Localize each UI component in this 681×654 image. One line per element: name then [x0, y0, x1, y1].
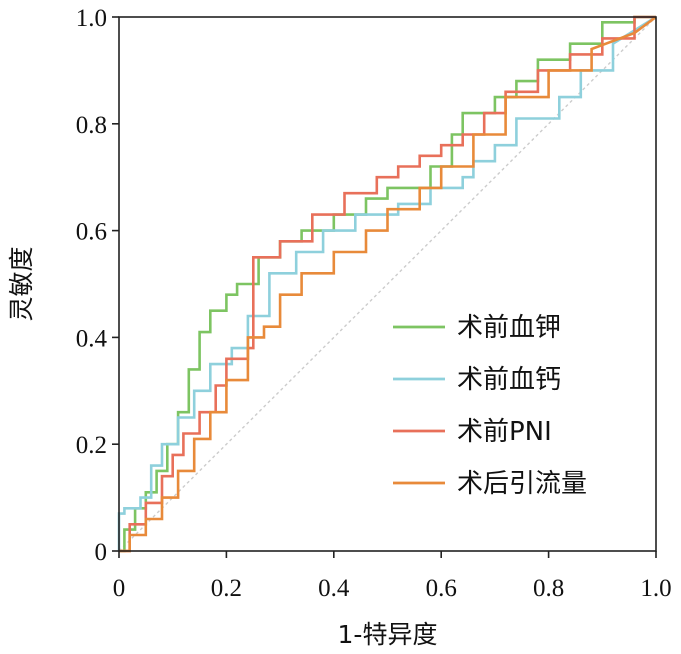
series-line-3: [119, 15, 656, 553]
reference-line-layer: [118, 16, 657, 552]
legend-label-2: 术前血钙: [457, 365, 561, 395]
legend-label-1: 术前血钾: [457, 313, 561, 343]
x-tick-label: 1.0: [640, 575, 671, 602]
y-tick-label: 0.6: [76, 219, 107, 246]
reference-diagonal: [118, 16, 657, 552]
y-tick-label: 0.8: [76, 112, 107, 139]
plot-frame: [118, 16, 657, 552]
x-tick-label: 0: [113, 575, 126, 602]
x-axis-label: 1-特异度: [338, 620, 438, 649]
series-line-2: [117, 15, 657, 551]
series-line-4: [119, 15, 657, 553]
ticks-layer: 0 0.2 0.4 0.6 0.8 1.0 0 0.2 0.4 0.6 0.8 1.0: [76, 5, 672, 602]
x-tick-label: 0.2: [211, 575, 242, 602]
y-axis-label: 灵敏度: [7, 246, 36, 321]
y-tick-label: 1.0: [76, 5, 107, 32]
x-tick-label: 0.4: [318, 575, 350, 602]
y-tick-label: 0: [95, 539, 108, 566]
x-tick-label: 0.6: [426, 575, 457, 602]
legend-label-4: 术后引流量: [457, 469, 587, 499]
y-tick-label: 0.2: [76, 432, 107, 459]
y-tick-label: 0.4: [76, 325, 108, 352]
legend-label-3: 术前PNI: [457, 417, 552, 447]
series-layer: [117, 15, 657, 553]
x-tick-label: 0.8: [533, 575, 564, 602]
